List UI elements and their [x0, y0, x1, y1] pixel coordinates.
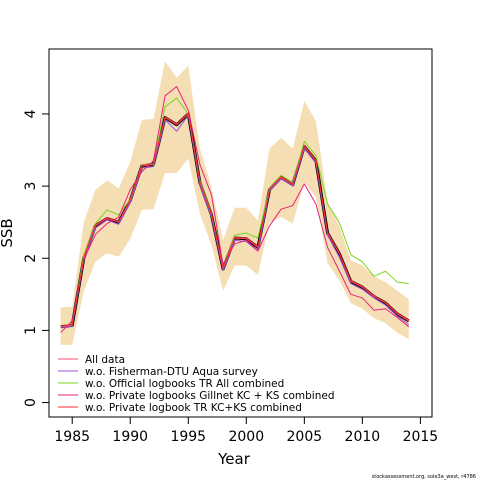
x-axis-title: Year [217, 450, 251, 468]
series-line-2 [60, 114, 410, 329]
legend-label-5: w.o. Private logbook TR KC+KS combined [85, 402, 302, 414]
footer-credit: stockassessment.org, sole3a_west, r4786 [372, 474, 476, 480]
legend-label-4: w.o. Private logbooks Gillnet KC + KS co… [85, 390, 334, 402]
x-tick-label: 2005 [287, 429, 323, 445]
confidence-band [60, 61, 409, 345]
legend-label-1: All data [85, 354, 125, 366]
x-axis: 1985 1990 1995 2000 2005 2010 2015 [54, 416, 439, 445]
y-axis-title: SSB [0, 218, 16, 247]
series-line-3 [60, 97, 409, 328]
x-tick-label: 2000 [228, 429, 264, 445]
legend-label-3: w.o. Official logbooks TR All combined [85, 378, 284, 390]
series-line-4 [60, 86, 410, 333]
x-tick-label: 1995 [170, 429, 206, 445]
series-line-5 [60, 112, 410, 327]
x-tick-label: 2015 [403, 429, 439, 445]
x-tick-label: 1985 [54, 429, 90, 445]
y-tick-label: 4 [23, 109, 39, 118]
y-tick-label: 1 [23, 326, 39, 335]
x-tick-label: 2010 [345, 429, 381, 445]
legend-label-2: w.o. Fisherman-DTU Aqua survey [85, 366, 258, 378]
series-lines-layer [60, 86, 410, 333]
x-tick-label: 1990 [112, 429, 148, 445]
y-tick-label: 0 [23, 398, 39, 407]
y-tick-label: 3 [23, 182, 39, 191]
y-axis: 0 1 2 3 4 [23, 109, 50, 407]
y-tick-label: 2 [23, 254, 39, 263]
confidence-band-layer [60, 61, 409, 345]
